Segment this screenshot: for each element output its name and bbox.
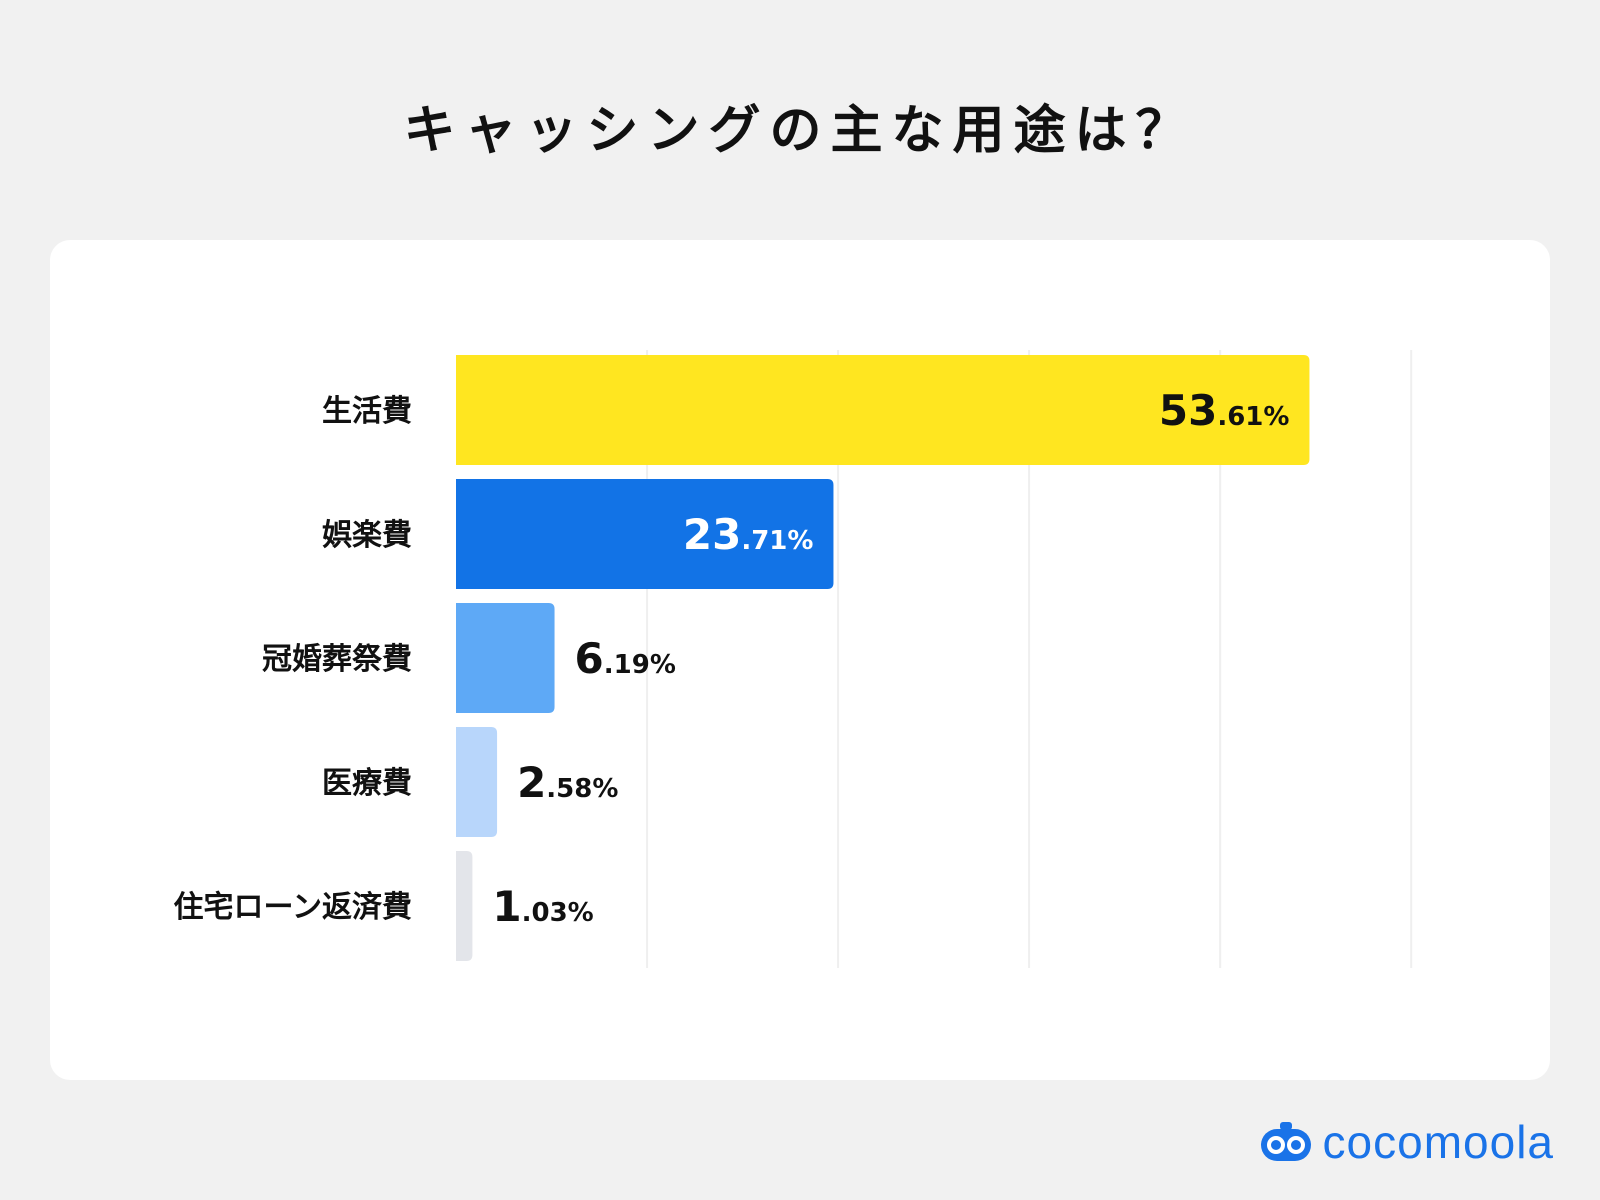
- bar-group: 生活費 53.61%: [322, 355, 1310, 465]
- value-integer: 23: [683, 510, 741, 559]
- bar-group: 医療費 2.58%: [322, 727, 618, 837]
- value-decimal: .71%: [741, 526, 813, 556]
- value-decimal: .61%: [1217, 402, 1289, 432]
- category-label: 冠婚葬祭費: [262, 642, 412, 677]
- value-integer: 6: [575, 634, 604, 683]
- chart-card: 生活費 53.61% 娯楽費 23.71% 冠婚葬祭費 6.19% 医療費 2.58% 住宅ロー…: [50, 240, 1550, 1080]
- value-label: 1.03%: [492, 882, 593, 931]
- value-label: 2.58%: [517, 758, 618, 807]
- value-integer: 2: [517, 758, 546, 807]
- category-label: 娯楽費: [322, 518, 412, 553]
- bar-group: 冠婚葬祭費 6.19%: [262, 603, 676, 713]
- cocomoola-logo-icon: [1260, 1122, 1311, 1161]
- value-decimal: .19%: [604, 650, 676, 680]
- value-label: 23.71%: [683, 510, 814, 559]
- brand-name: cocomoola: [1322, 1116, 1554, 1168]
- bar-group: 住宅ローン返済費 1.03%: [174, 851, 594, 961]
- category-label: 住宅ローン返済費: [174, 890, 413, 925]
- category-label: 医療費: [322, 766, 412, 801]
- value-label: 53.61%: [1159, 386, 1290, 435]
- value-integer: 1: [492, 882, 521, 931]
- value-label: 6.19%: [575, 634, 676, 683]
- value-integer: 53: [1159, 386, 1217, 435]
- bar: [456, 355, 1310, 465]
- bar-chart: 生活費 53.61% 娯楽費 23.71% 冠婚葬祭費 6.19% 医療費 2.58% 住宅ロー…: [174, 350, 1413, 968]
- chart-title: キャッシングの主な用途は？: [403, 101, 1197, 161]
- value-decimal: .58%: [546, 774, 618, 804]
- bar: [456, 727, 498, 837]
- value-decimal: .03%: [522, 898, 594, 928]
- bar: [456, 851, 473, 961]
- bar-group: 娯楽費 23.71%: [322, 479, 834, 589]
- bar: [456, 603, 555, 713]
- brand-logo: cocomoola: [1257, 1112, 1554, 1172]
- category-label: 生活費: [322, 394, 412, 429]
- bar: [456, 479, 834, 589]
